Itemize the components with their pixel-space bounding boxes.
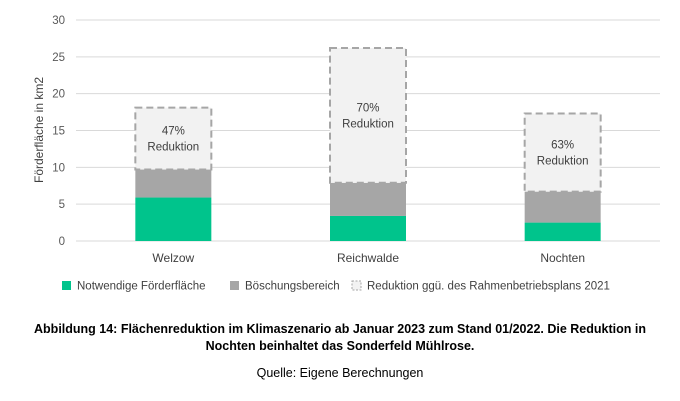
stacked-bar-chart: 0 5 10 15 20 25 30 47% Reduktion 70% Reduktion 63%… [32,15,660,293]
bar-reichwalde-series-1 [330,215,406,241]
y-tick-label-15: 15 [52,126,65,138]
y-tick-label-25: 25 [52,52,65,64]
caption-line-1: Abbildung 14: Flächenreduktion im Klimas… [34,322,646,336]
bars: 47% Reduktion 70% Reduktion 63% Reduktion [134,46,602,241]
source-note: Quelle: Eigene Berechnungen [256,366,424,380]
bar-welzow-series-1 [135,197,212,241]
x-category-welzow: Welzow [152,251,194,265]
bar-nochten-series-1 [524,222,601,241]
bar-reichwalde-series-3 [329,46,407,184]
legend-label-1: Notwendige Förderfläche [77,281,206,293]
bar-welzow-series-2 [135,169,212,198]
reduction-label-nochten: Reduktion [537,156,589,168]
legend-label-2: Böschungsbereich [245,281,340,293]
figure-caption: Abbildung 14: Flächenreduktion im Klimas… [0,321,680,355]
caption-line-2: Nochten beinhaltet das Sonderfeld Mühlro… [205,339,475,353]
reduction-percent-reichwalde: 70% [356,102,379,114]
legend-swatch-3 [351,280,362,291]
reduction-percent-nochten: 63% [551,140,574,152]
bar-nochten-series-2 [524,191,601,223]
y-tick-label-0: 0 [59,236,65,248]
y-tick-label-30: 30 [52,15,65,27]
legend-swatch-2 [230,281,239,290]
x-category-nochten: Nochten [540,251,585,265]
bar-welzow-series-3 [134,106,213,171]
y-axis-label: Förderfläche in km2 [32,77,46,183]
reduction-percent-welzow: 47% [162,126,185,138]
y-tick-label-10: 10 [52,162,65,174]
x-category-reichwalde: Reichwalde [337,251,399,265]
legend-label-3: Reduktion ggü. des Rahmenbetriebsplans 2… [367,281,610,293]
y-axis-ticks: 0 5 10 15 20 25 30 [52,15,65,248]
bar-reichwalde-series-2 [330,182,406,216]
reduction-label-reichwalde: Reduktion [342,118,394,130]
y-tick-label-5: 5 [59,199,65,211]
x-axis-categories: Welzow Reichwalde Nochten [152,251,585,265]
y-tick-label-20: 20 [52,89,65,101]
bar-nochten-series-3 [523,112,602,193]
reduction-label-welzow: Reduktion [147,142,199,154]
legend: Notwendige Förderfläche Böschungsbereich R… [62,280,610,293]
legend-swatch-1 [62,281,71,290]
